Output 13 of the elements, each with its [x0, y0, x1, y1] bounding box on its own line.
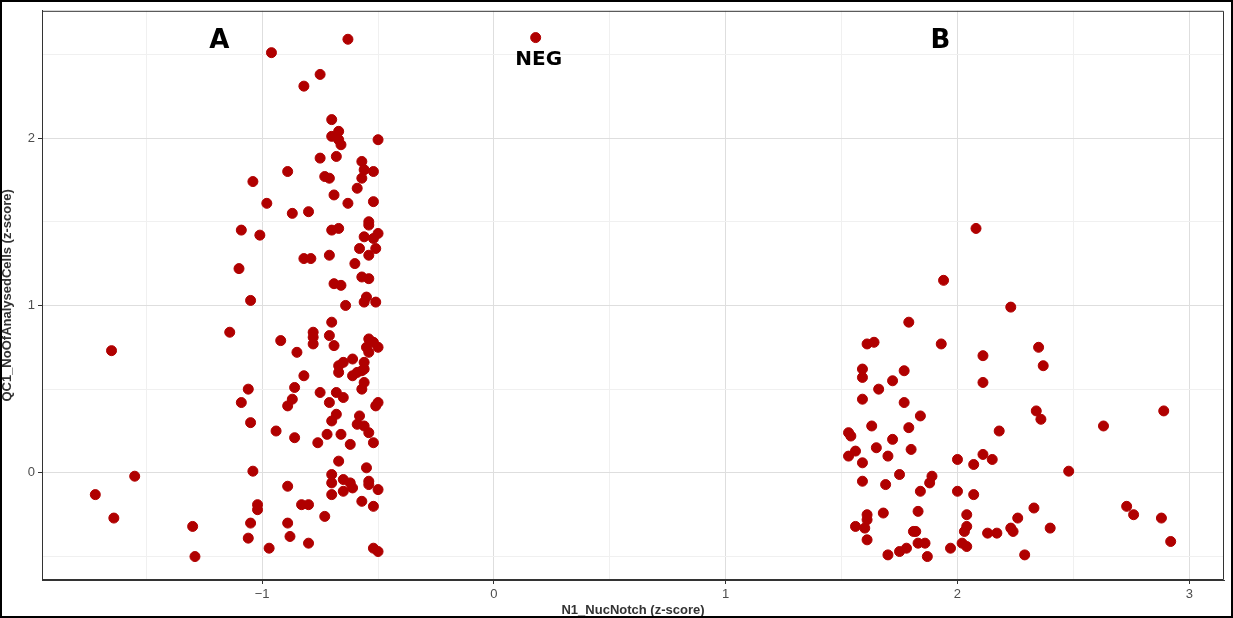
x-axis-title: N1_NucNotch (z-score) [561, 601, 705, 617]
annotation: B [930, 23, 951, 54]
annotation: NEG [515, 45, 563, 70]
y-axis-title: QC1_NoOfAnalysedCells (z-score) [0, 189, 15, 402]
x-tick-label: 1 [722, 586, 730, 602]
y-tick-label: 0 [27, 464, 35, 480]
x-tick-label: 3 [1185, 586, 1193, 602]
annotation: A [209, 23, 230, 54]
x-tick-label: −1 [254, 586, 270, 602]
y-tick-label: 1 [27, 297, 35, 313]
x-tick-label: 2 [953, 586, 962, 602]
x-tick-label: 0 [490, 586, 498, 602]
y-tick-label: 2 [27, 129, 35, 145]
